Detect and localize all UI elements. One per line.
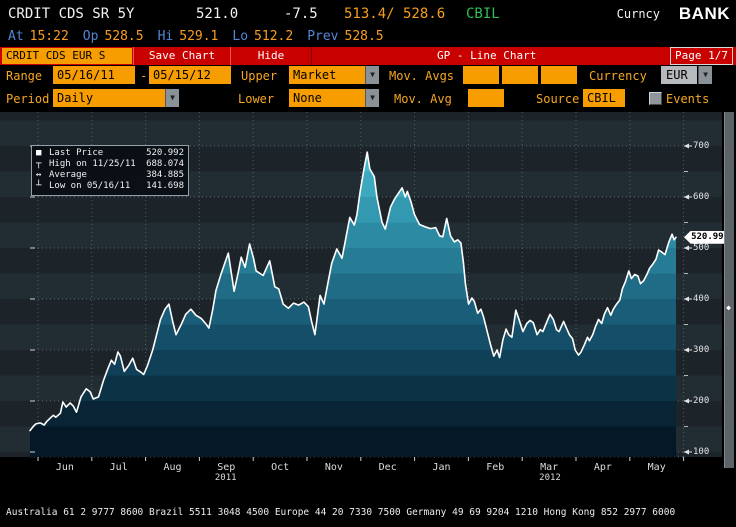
legend-row: ■ Last Price 520.992 [36, 148, 184, 159]
y-tick-label: 700 [693, 141, 710, 151]
period-dropdown-arrow-icon[interactable]: ▼ [165, 89, 179, 107]
last-price-axis-tag: 520.992 [684, 230, 732, 244]
month-label: Aug [163, 462, 182, 473]
month-label: May [647, 462, 666, 473]
upper-label: Upper [241, 69, 278, 83]
month-label: Mar [540, 462, 559, 473]
events-checkbox[interactable] [649, 92, 662, 105]
currency-dropdown-arrow-icon[interactable]: ▼ [698, 66, 712, 84]
legend-marker-icon: ■ [36, 148, 42, 158]
stat-lo: Lo 512.2 [232, 29, 294, 44]
stat-hi: Hi 529.1 [157, 29, 219, 44]
month-label: Jun [55, 462, 74, 473]
legend-marker-icon: ┬ [36, 159, 42, 169]
mov-avgs-label: Mov. Avgs [389, 69, 455, 83]
range-start-input[interactable]: 05/16/11 [53, 66, 135, 84]
range-label: Range [6, 69, 43, 83]
page-indicator[interactable]: Page 1/7 [670, 47, 733, 65]
chart-controls-row-2: Period Daily ▼ Lower None ▼ Mov. Avg Sou… [0, 89, 736, 110]
legend-row: ┴ Low on 05/16/11 141.698 [36, 181, 184, 192]
stat-op: Op 528.5 [82, 29, 144, 44]
month-label: Feb [486, 462, 505, 473]
chart-controls-row-1: Range 05/16/11 - 05/15/12 Upper Market P… [0, 66, 736, 87]
y-tick-label: 500 [693, 243, 710, 253]
range-end-input[interactable]: 05/15/12 [149, 66, 231, 84]
y-tick-label: 600 [693, 192, 710, 202]
mov-avg-input-1[interactable] [463, 66, 499, 84]
year-label: 2011 [214, 473, 237, 483]
legend-marker-icon: ┴ [36, 181, 42, 191]
y-tick-label: 100 [693, 447, 710, 457]
save-chart-button[interactable]: Save Chart [133, 47, 231, 65]
upper-dropdown-arrow-icon[interactable]: ▼ [365, 66, 379, 84]
mov-avg-input-2[interactable] [502, 66, 538, 84]
year-label: 2012 [539, 473, 561, 483]
source-label: Source [536, 92, 580, 106]
pricing-source: CBIL [466, 6, 500, 22]
terminal-footer: Australia 61 2 9777 8600 Brazil 5511 304… [0, 483, 736, 527]
mov-avg-label: Mov. Avg [394, 92, 452, 106]
events-label: Events [666, 92, 710, 106]
legend-label: Last Price [49, 148, 104, 158]
price-chart-plot[interactable] [0, 112, 736, 484]
month-label: Apr [593, 462, 612, 473]
scrollbar-handle-icon[interactable]: ◆ [726, 302, 731, 312]
lower-dropdown-arrow-icon[interactable]: ▼ [365, 89, 379, 107]
month-label: Jul [109, 462, 128, 473]
function-toolbar: CRDIT CDS EUR S Save Chart Hide GP - Lin… [0, 47, 736, 65]
month-label: Dec [378, 462, 397, 473]
legend-value: 141.698 [146, 181, 184, 191]
legend-label: Low on 05/16/11 [49, 181, 131, 191]
legend-label: High on 11/25/11 [49, 159, 136, 169]
period-label: Period [6, 92, 50, 106]
footer-line-1: Australia 61 2 9777 8600 Brazil 5511 304… [6, 507, 676, 518]
security-input[interactable]: CRDIT CDS EUR S [2, 48, 132, 64]
lower-label: Lower [238, 92, 275, 106]
y-tick-label: 400 [693, 294, 710, 304]
legend-value: 384.885 [146, 170, 184, 180]
legend-row: ↔ Average 384.885 [36, 170, 184, 181]
intraday-stats-row: At 15:22 Op 528.5 Hi 529.1 Lo 512.2 Prev 528.5 [0, 27, 736, 46]
brand-logo: BANK [678, 4, 730, 23]
price-change: -7.5 [284, 6, 318, 22]
lower-mov-avg-input[interactable] [468, 89, 504, 107]
y-tick-label: 200 [693, 396, 710, 406]
y-tick-label: 300 [693, 345, 710, 355]
source-input[interactable]: CBIL [583, 89, 625, 107]
upper-select[interactable]: Market Pric [289, 66, 365, 84]
chart-scrollbar[interactable]: ◆ [724, 112, 734, 468]
stat-at: At 15:22 [8, 29, 69, 44]
range-separator: - [140, 69, 148, 83]
hide-button[interactable]: Hide [230, 47, 312, 65]
currency-label: Currency [589, 69, 647, 83]
curncy-label: Curncy [616, 7, 660, 21]
month-label: Sep [217, 462, 236, 473]
stat-prev: Prev 528.5 [307, 29, 384, 44]
currency-select[interactable]: EUR [661, 66, 697, 84]
month-label: Nov [324, 462, 343, 473]
security-name: CRDIT CDS SR 5Y [8, 6, 135, 22]
legend-value: 688.074 [146, 159, 184, 169]
chart-function-title: GP - Line Chart [437, 49, 537, 62]
month-label: Oct [271, 462, 290, 473]
month-label: Jan [432, 462, 451, 473]
period-select[interactable]: Daily [53, 89, 165, 107]
chart-legend: ■ Last Price 520.992 ┬ High on 11/25/11 688.0… [31, 145, 189, 196]
legend-marker-icon: ↔ [36, 170, 42, 180]
legend-row: ┬ High on 11/25/11 688.074 [36, 159, 184, 170]
mov-avg-input-3[interactable] [541, 66, 577, 84]
ticker-row: CRDIT CDS SR 5Y 521.0 -7.5 513.4/ 528.6 … [0, 2, 736, 26]
lower-select[interactable]: None [289, 89, 365, 107]
last-price: 521.0 [196, 6, 239, 22]
bid-ask: 513.4/ 528.6 [344, 6, 446, 22]
legend-label: Average [49, 170, 87, 180]
legend-value: 520.992 [146, 148, 184, 158]
